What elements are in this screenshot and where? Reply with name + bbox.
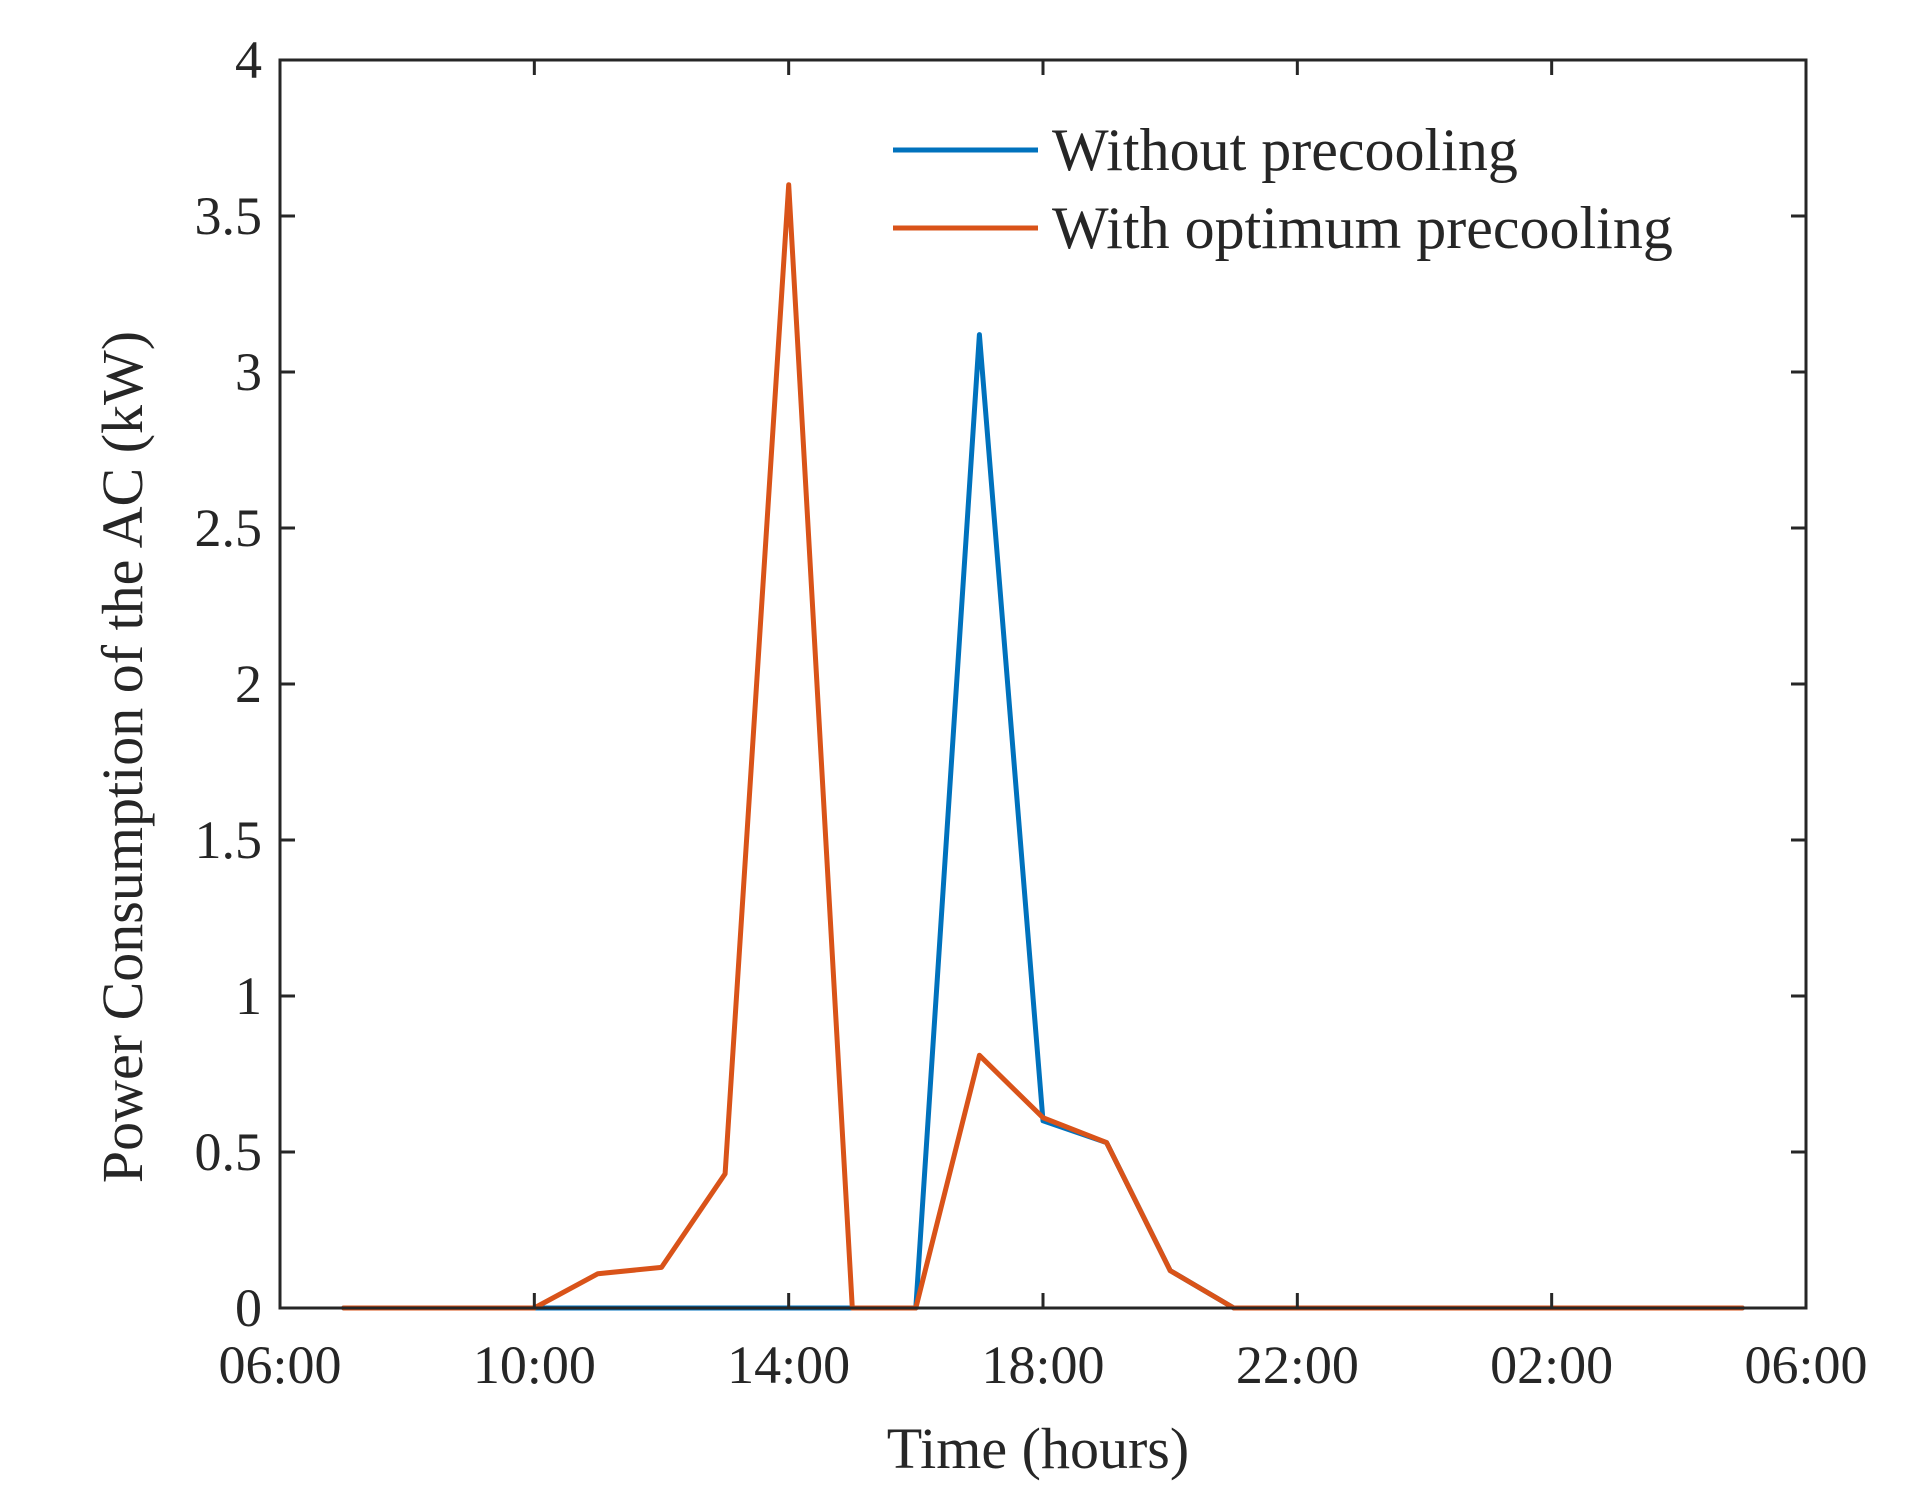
y-tick-label: 1 [235, 966, 262, 1026]
y-tick-label: 0 [235, 1278, 262, 1338]
x-tick-label: 06:00 [1744, 1335, 1867, 1395]
axes-layer: 06:00 10:00 14:00 18:00 22:00 02:00 06:0000.51… [195, 30, 1868, 1395]
x-tick-label: 14:00 [727, 1335, 850, 1395]
y-tick-label: 2 [235, 654, 262, 714]
x-tick-label: 02:00 [1490, 1335, 1613, 1395]
y-tick-label: 1.5 [195, 810, 263, 870]
x-axis-label: Time (hours) [887, 1416, 1189, 1481]
x-tick-label: 18:00 [981, 1335, 1104, 1395]
y-tick-label: 3 [235, 342, 262, 402]
x-tick-label: 06:00 [218, 1335, 341, 1395]
x-tick-label: 10:00 [473, 1335, 596, 1395]
y-tick-label: 0.5 [195, 1122, 263, 1182]
legend: Without precooling With optimum precoolin… [893, 117, 1673, 261]
y-axis-label: Power Consumption of the AC (kW) [90, 331, 155, 1183]
y-tick-label: 3.5 [195, 186, 263, 246]
y-tick-label: 4 [235, 30, 262, 90]
x-tick-label: 22:00 [1236, 1335, 1359, 1395]
y-tick-label: 2.5 [195, 498, 263, 558]
legend-label-2: With optimum precooling [1052, 195, 1673, 261]
legend-label-1: Without precooling [1052, 117, 1518, 183]
